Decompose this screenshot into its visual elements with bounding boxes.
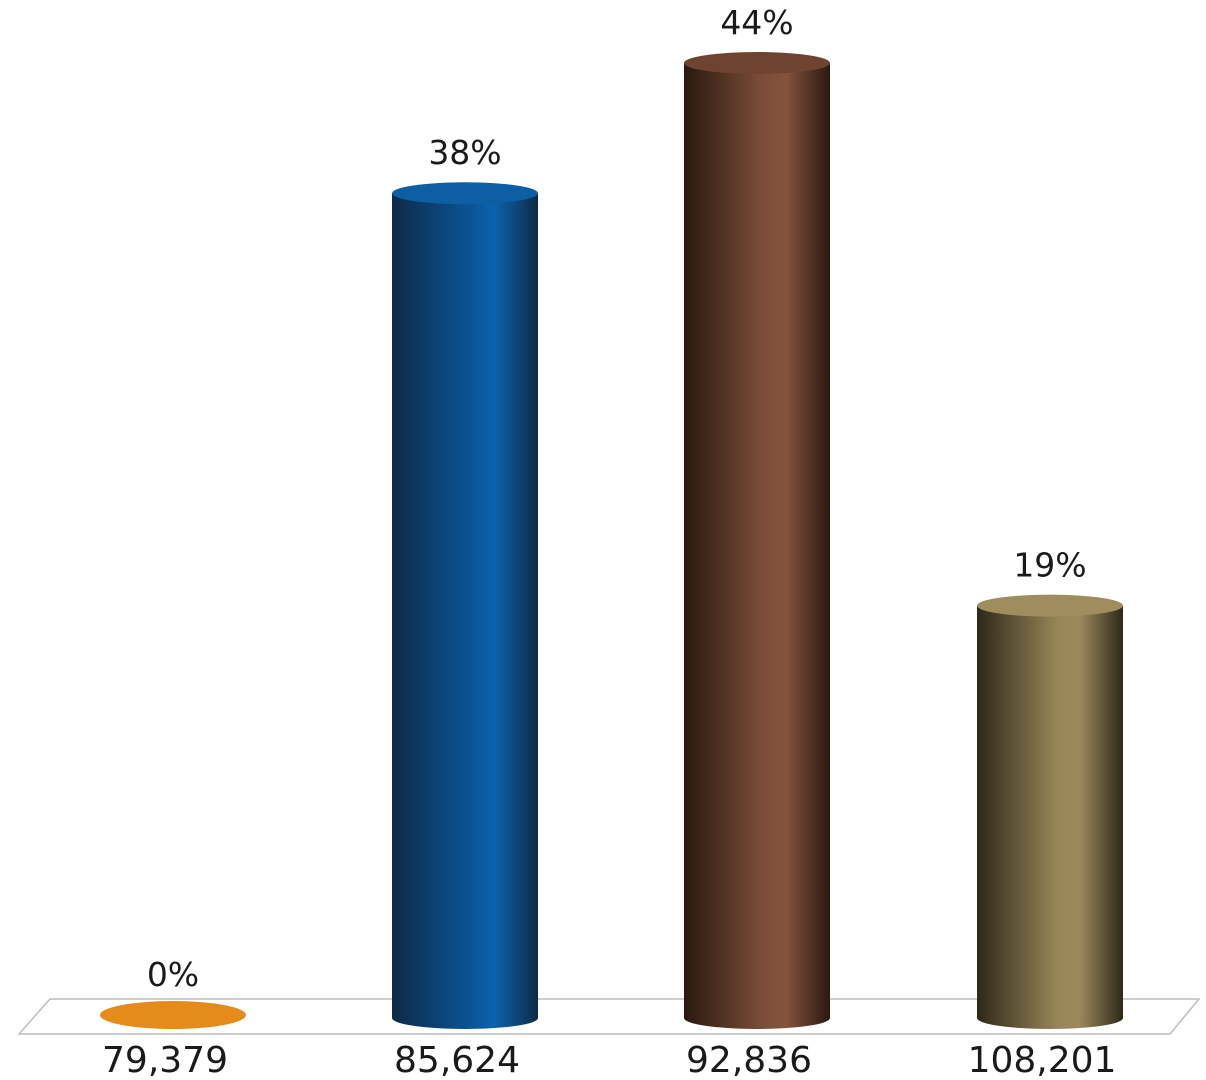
bar-top <box>392 182 538 205</box>
bar-1 <box>100 1001 246 1029</box>
value-label: 19% <box>1013 546 1086 585</box>
bar-3 <box>684 52 830 1029</box>
bar-series <box>100 52 1123 1029</box>
bar-top <box>684 52 830 74</box>
bar-2 <box>392 182 538 1029</box>
category-label: 79,379 <box>102 1040 228 1080</box>
bar-body <box>977 605 1123 1029</box>
category-labels: 79,379 85,624 92,836 108,201 <box>102 1040 1116 1080</box>
value-label: 44% <box>720 3 793 42</box>
category-label: 108,201 <box>968 1040 1117 1080</box>
bar-top <box>977 594 1123 617</box>
bar-zero-disc <box>100 1001 246 1029</box>
value-label: 38% <box>428 133 501 172</box>
category-label: 85,624 <box>394 1040 520 1080</box>
value-labels: 0% 38% 44% 19% <box>147 3 1087 994</box>
value-label: 0% <box>147 955 199 994</box>
category-label: 92,836 <box>686 1040 812 1080</box>
bar-body <box>392 193 538 1029</box>
bar-4 <box>977 594 1123 1029</box>
bar-body <box>684 63 830 1029</box>
